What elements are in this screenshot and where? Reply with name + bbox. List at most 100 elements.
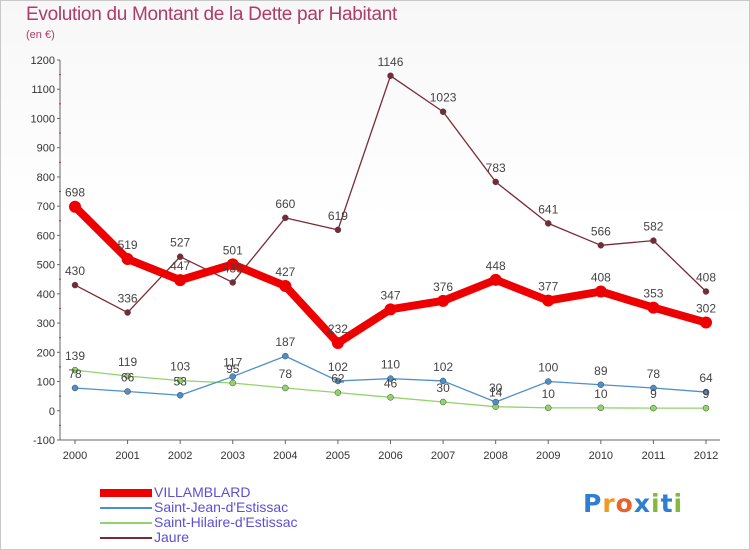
data-label: 30: [436, 381, 450, 395]
data-label: 336: [118, 292, 138, 306]
data-label: 353: [643, 287, 663, 301]
data-label: 103: [170, 360, 190, 374]
data-label: 660: [275, 197, 295, 211]
data-label: 447: [170, 259, 190, 273]
data-label: 439: [223, 261, 243, 275]
data-point: [597, 381, 605, 389]
data-label: 66: [121, 370, 135, 384]
data-label: 302: [696, 301, 716, 315]
data-label: 376: [433, 280, 453, 294]
data-label: 110: [381, 358, 400, 372]
legend-swatch-saint-hilaire: [100, 521, 152, 524]
x-tick-label: 2001: [115, 450, 139, 462]
x-tick-label: 2011: [642, 450, 666, 462]
legend-item-saint-jean: Saint-Jean-d'Estissac: [100, 500, 298, 515]
x-tick-label: 2004: [273, 450, 297, 462]
data-point: [69, 200, 81, 213]
data-label: 102: [328, 360, 348, 374]
data-label: 582: [643, 220, 663, 234]
data-point: [226, 258, 239, 271]
legend-item-villamblard: VILLAMBLARD: [100, 485, 298, 500]
legend-label-saint-hilaire: Saint-Hilaire-d'Estissac: [154, 514, 298, 530]
data-label: 430: [65, 264, 85, 278]
data-label: 53: [173, 374, 187, 388]
data-label: 95: [226, 362, 240, 376]
data-point: [545, 404, 552, 412]
y-tick-label: 400: [37, 289, 55, 301]
data-label: 698: [65, 186, 85, 200]
legend-item-jaure: Jaure: [100, 530, 298, 545]
data-point: [279, 279, 292, 292]
data-point: [702, 288, 710, 295]
data-point: [439, 108, 447, 115]
data-label: 566: [591, 224, 611, 238]
x-tick-label: 2010: [589, 450, 613, 462]
data-label: 117: [223, 356, 242, 370]
proxiti-logo: Proxiti: [583, 489, 684, 518]
data-label: 9: [650, 387, 657, 401]
data-point: [176, 253, 184, 260]
series-line-0: [71, 202, 710, 347]
data-point: [594, 285, 607, 298]
data-label: 10: [594, 387, 608, 401]
legend-item-saint-hilaire: Saint-Hilaire-d'Estissac: [100, 515, 298, 530]
data-label: 78: [647, 367, 661, 381]
x-tick-label: 2008: [483, 450, 507, 462]
data-point: [334, 377, 342, 385]
data-point: [124, 372, 131, 380]
data-point: [334, 226, 342, 234]
data-label: 46: [384, 376, 398, 390]
data-point: [124, 309, 131, 316]
data-point: [229, 373, 236, 380]
y-tick-label: 1000: [31, 113, 55, 125]
data-label: 64: [699, 371, 713, 385]
data-point: [71, 281, 79, 289]
data-point: [702, 404, 710, 412]
data-point: [647, 301, 660, 314]
data-point: [542, 294, 555, 307]
y-tick-label: 500: [37, 260, 55, 272]
data-point: [331, 336, 344, 349]
y-tick-label: 600: [37, 230, 55, 242]
data-point: [439, 377, 447, 385]
y-tick-label: 900: [37, 143, 55, 155]
y-tick-label: 700: [37, 201, 55, 213]
data-label: 102: [433, 360, 453, 374]
x-tick-label: 2000: [63, 450, 87, 462]
data-label: 783: [486, 161, 506, 175]
chart-title: Evolution du Montant de la Dette par Hab…: [26, 4, 397, 25]
data-point: [282, 352, 289, 360]
data-point: [282, 384, 289, 392]
y-tick-label: 1100: [31, 84, 55, 96]
legend-swatch-villamblard: [100, 488, 152, 497]
data-point: [387, 394, 394, 401]
y-tick-label: 300: [37, 318, 55, 330]
data-label: 408: [696, 271, 716, 285]
data-label: 527: [170, 236, 190, 250]
legend-label-jaure: Jaure: [154, 529, 190, 545]
data-point: [437, 294, 450, 307]
y-tick-label: 1200: [31, 55, 55, 67]
x-tick-label: 2007: [431, 450, 455, 462]
y-tick-label: 0: [49, 406, 55, 418]
data-point: [124, 388, 131, 395]
data-point: [700, 316, 712, 329]
data-label: 78: [279, 367, 293, 381]
data-label: 9: [703, 387, 710, 401]
data-label: 501: [223, 243, 243, 257]
data-point: [176, 377, 184, 384]
legend-label-villamblard: VILLAMBLARD: [154, 484, 251, 500]
data-point: [334, 389, 342, 396]
data-point: [387, 72, 394, 80]
data-label: 89: [594, 364, 608, 378]
data-point: [597, 404, 605, 412]
legend-swatch-jaure: [100, 536, 152, 539]
legend: VILLAMBLARD Saint-Jean-d'Estissac Saint-…: [100, 485, 298, 545]
data-label: 14: [489, 386, 503, 400]
data-point: [229, 279, 236, 286]
chart-unit: (en €): [26, 29, 55, 41]
x-tick-label: 2003: [221, 450, 245, 462]
y-tick-label: 800: [37, 172, 55, 184]
data-label: 187: [275, 335, 295, 349]
